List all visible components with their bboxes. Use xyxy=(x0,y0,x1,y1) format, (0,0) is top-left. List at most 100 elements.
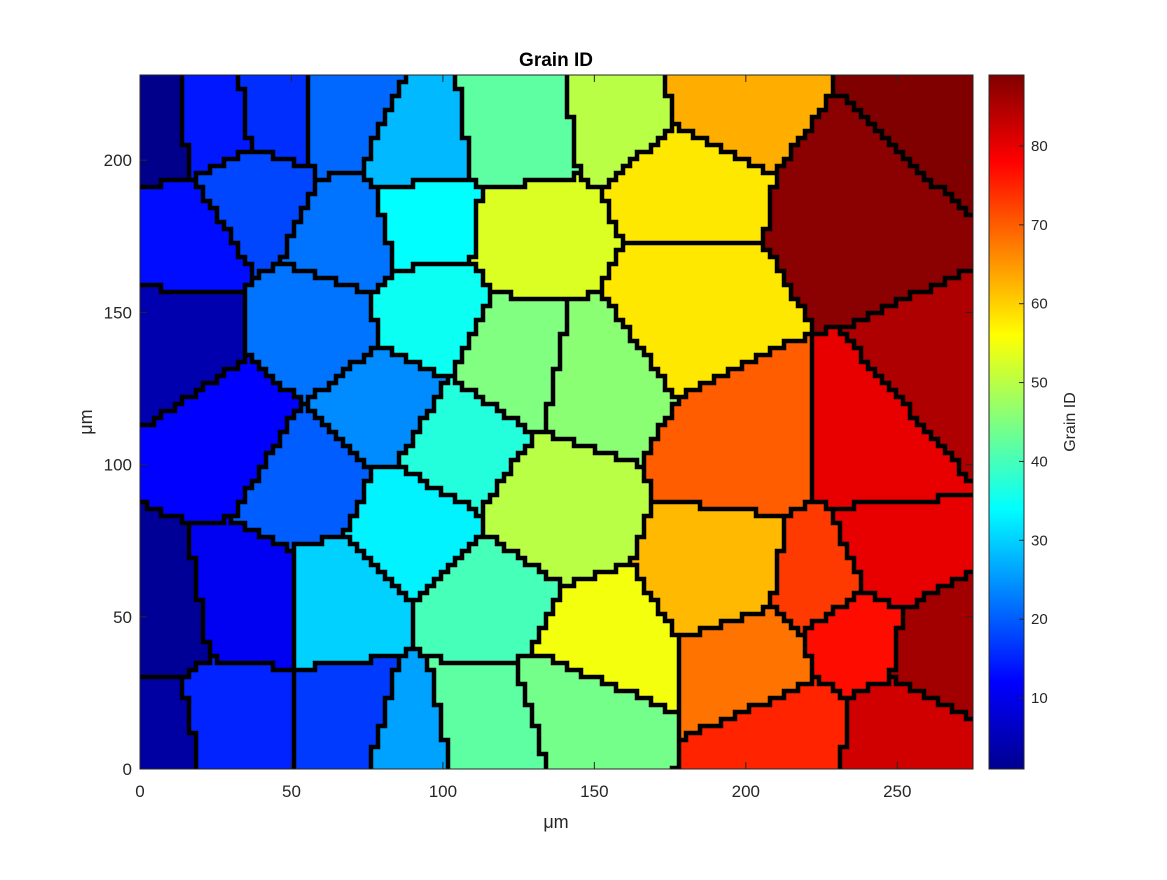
grain-cell xyxy=(889,600,918,608)
grain-cell xyxy=(308,152,372,160)
grain-cell xyxy=(140,138,183,146)
grain-cell xyxy=(196,663,274,671)
grain-cell xyxy=(672,103,827,111)
grain-cell xyxy=(910,411,973,419)
grain-cell xyxy=(812,348,862,356)
grain-cell xyxy=(665,383,701,391)
grain-cell xyxy=(826,103,855,111)
grain-cell xyxy=(252,271,260,279)
grain-cell xyxy=(308,131,379,139)
grain-cell xyxy=(308,201,379,209)
grain-cell xyxy=(364,551,463,559)
grain-cell xyxy=(329,383,442,391)
grain-cell xyxy=(224,159,295,167)
grain-cell xyxy=(560,355,652,363)
grain-cell xyxy=(329,173,365,181)
colorbar-label: Grain ID xyxy=(1062,392,1079,452)
grain-cell xyxy=(770,222,973,230)
grain-cell xyxy=(140,362,239,370)
grain-cell xyxy=(623,243,764,251)
y-axis: 0 50 100 150 200 xyxy=(104,151,973,779)
grain-cell xyxy=(637,551,778,559)
grain-cell xyxy=(791,285,932,293)
grain-cell xyxy=(609,201,771,209)
grain-cell xyxy=(301,404,309,412)
grain-cell xyxy=(595,572,638,580)
grain-cell xyxy=(161,509,239,517)
grain-cell xyxy=(840,747,973,755)
grain-cell xyxy=(833,684,869,692)
grain-cell xyxy=(140,397,183,405)
grain-cell xyxy=(378,726,442,734)
grain-cell xyxy=(294,705,386,713)
grain-cell xyxy=(392,243,477,251)
grain-cell xyxy=(847,600,890,608)
grain-cell xyxy=(441,390,477,398)
grain-cell xyxy=(819,110,862,118)
grain-cell xyxy=(189,712,295,720)
grain-cell xyxy=(462,355,561,363)
grain-cell xyxy=(371,292,491,300)
grain-cell xyxy=(658,432,813,440)
grain-cell xyxy=(294,719,386,727)
grain-cell xyxy=(294,684,393,692)
grain-cell xyxy=(903,607,973,615)
grain-cell xyxy=(959,271,973,279)
grain-cell xyxy=(630,159,750,167)
grain-cell xyxy=(294,663,316,671)
grain-cell xyxy=(140,180,162,188)
grain-cell xyxy=(378,733,442,741)
grain-cell xyxy=(336,376,449,384)
grain-cell xyxy=(392,264,414,272)
grain-cell xyxy=(805,502,827,510)
y-tick-label: 0 xyxy=(123,760,132,779)
grain-cell xyxy=(140,159,190,167)
grain-cell xyxy=(665,82,834,90)
x-axis-label: μm xyxy=(543,812,568,832)
grain-cell xyxy=(644,467,813,475)
grain-cell xyxy=(812,376,883,384)
grain-cell xyxy=(406,75,456,83)
grain-cell xyxy=(294,677,393,685)
grain-cell xyxy=(294,411,316,419)
grain-cell xyxy=(952,579,973,587)
grain-cell xyxy=(791,509,834,517)
grain-cell xyxy=(854,558,973,566)
grain-cell xyxy=(336,278,386,286)
grain-cell xyxy=(294,572,386,580)
grain-cell xyxy=(854,320,973,328)
grain-cell xyxy=(294,642,414,650)
grain-cell xyxy=(182,677,295,685)
grain-cell xyxy=(364,159,470,167)
grain-cell xyxy=(539,565,617,573)
grain-cell xyxy=(294,579,393,587)
grain-cell xyxy=(574,124,673,132)
grain-cell xyxy=(189,705,295,713)
grain-cell xyxy=(854,593,876,601)
grain-cell xyxy=(889,138,973,146)
grain-cell xyxy=(385,705,442,713)
grain-cell xyxy=(532,439,575,447)
grain-cell xyxy=(861,348,973,356)
grain-cell xyxy=(833,82,973,90)
grain-cell xyxy=(721,621,792,629)
grain-cell xyxy=(406,649,421,657)
grain-cell xyxy=(140,131,183,139)
grain-cell xyxy=(672,404,813,412)
grain-cell xyxy=(511,292,589,300)
grain-cell xyxy=(364,460,400,468)
grain-cell xyxy=(728,369,813,377)
grain-cell xyxy=(812,439,939,447)
grain-cell xyxy=(791,621,813,629)
grain-cell xyxy=(308,404,435,412)
grain-cell xyxy=(294,390,316,398)
grain-cell xyxy=(602,292,792,300)
grain-cell xyxy=(322,537,351,545)
grain-cell xyxy=(469,502,484,510)
grain-cell xyxy=(812,418,918,426)
grain-cell xyxy=(406,593,421,601)
grain-cell xyxy=(140,425,288,433)
grain-cell xyxy=(630,558,778,566)
grain-cell xyxy=(553,376,666,384)
